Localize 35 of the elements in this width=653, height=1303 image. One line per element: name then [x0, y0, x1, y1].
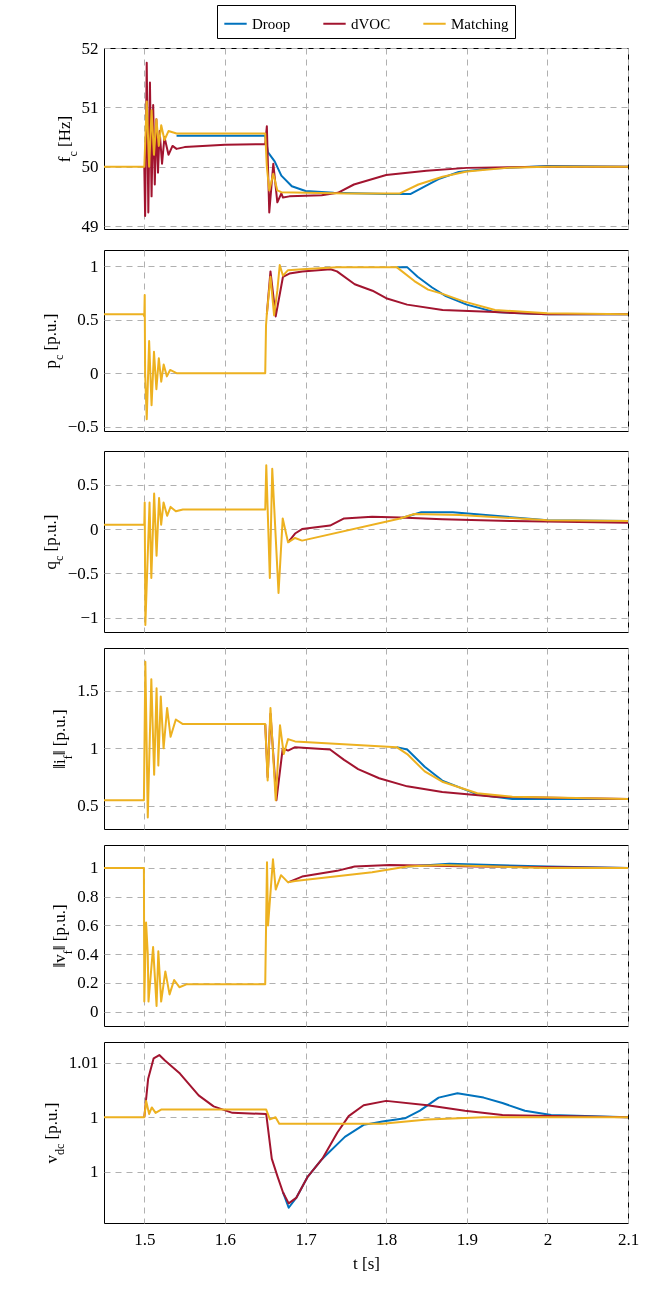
- x-tick-label: 2.1: [617, 1229, 640, 1249]
- y-tick-label: 0.5: [77, 310, 99, 330]
- y-tick-label: 1: [90, 738, 99, 758]
- y-tick-label: 1: [90, 1107, 99, 1127]
- y-tick-label: 0.5: [77, 475, 99, 495]
- y-tick-label: −0.5: [67, 563, 99, 583]
- y-tick-label: 1.01: [68, 1053, 99, 1073]
- y-tick-label: 52: [81, 38, 99, 58]
- y-tick-label: 51: [81, 97, 99, 117]
- x-tick-label: 1.7: [295, 1229, 318, 1249]
- y-tick-label: 0: [90, 1002, 99, 1022]
- x-axis-title: t [s]: [353, 1253, 380, 1273]
- y-tick-label: 0.4: [77, 944, 99, 964]
- legend-label: dVOC: [351, 15, 391, 32]
- y-tick-label: 0.2: [77, 973, 99, 993]
- x-tick-label: 2: [543, 1229, 553, 1249]
- y-tick-label: 1: [90, 1162, 99, 1182]
- y-tick-label: 0.8: [77, 887, 99, 907]
- y-tick-label: 1: [90, 256, 99, 276]
- y-tick-label: 50: [81, 157, 99, 177]
- y-tick-label: −0.5: [67, 417, 99, 437]
- y-tick-label: 49: [81, 216, 99, 236]
- x-tick-label: 1.6: [214, 1229, 237, 1249]
- y-tick-label: 0: [90, 519, 99, 539]
- y-tick-label: −1: [80, 608, 99, 628]
- legend-label: Droop: [252, 15, 291, 32]
- y-tick-label: 1: [90, 858, 99, 878]
- y-tick-label: 0.5: [77, 796, 99, 816]
- x-tick-label: 1.5: [134, 1229, 156, 1249]
- y-tick-label: 0.6: [77, 915, 99, 935]
- y-tick-label: 1.5: [77, 681, 99, 701]
- x-tick-label: 1.8: [376, 1229, 398, 1249]
- x-tick-label: 1.9: [456, 1229, 478, 1249]
- legend-label: Matching: [451, 15, 509, 32]
- y-tick-label: 0: [90, 363, 99, 383]
